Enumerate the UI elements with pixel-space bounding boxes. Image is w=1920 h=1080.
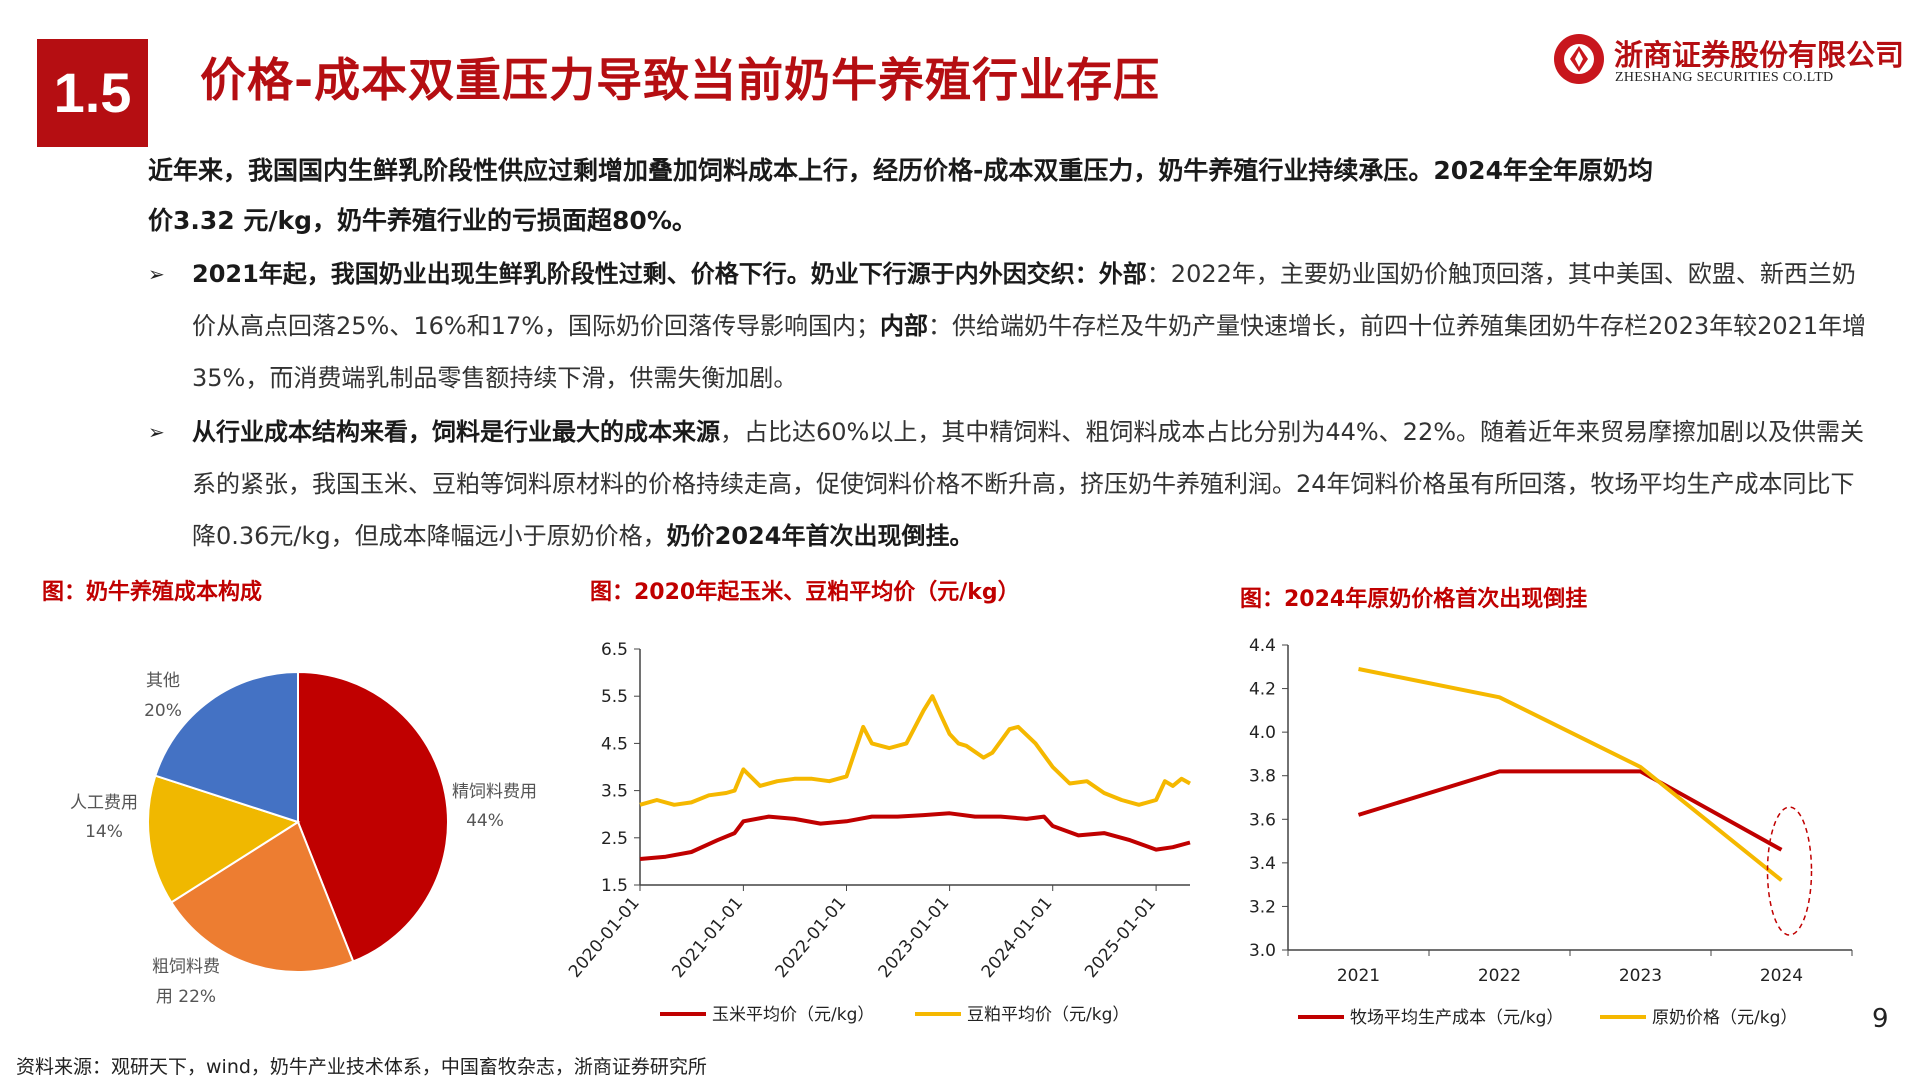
pie-slice bbox=[169, 820, 355, 973]
bullet-text: 从行业成本结构来看，饲料是行业最大的成本来源，占比达60%以上，其中精饲料、粗饲… bbox=[148, 406, 1868, 562]
y-tick-label: 4.2 bbox=[1249, 680, 1276, 700]
pie-slice bbox=[154, 670, 299, 824]
pie-label: 14% bbox=[85, 822, 123, 842]
pie-slice bbox=[297, 670, 449, 963]
pie-label: 44% bbox=[466, 811, 504, 831]
summary-paragraph: 近年来，我国国内生鲜乳阶段性供应过剩增加叠加饲料成本上行，经历价格-成本双重压力… bbox=[148, 146, 1868, 246]
series-line bbox=[639, 811, 1191, 861]
legend-label: 豆粕平均价（元/kg） bbox=[967, 1005, 1129, 1025]
x-tick-label: 2021 bbox=[1337, 966, 1380, 986]
summary-line-2: 价3.32 元/kg，奶牛养殖行业的亏损面超80%。 bbox=[148, 206, 697, 235]
pie-label: 其他 bbox=[146, 671, 180, 691]
bullet-body: ，占比达60%以上，其中精饲料、粗饲料成本占比分别为44%、22%。随着近年来贸… bbox=[192, 418, 1865, 550]
y-tick-label: 4.4 bbox=[1249, 636, 1276, 656]
y-tick-label: 2.5 bbox=[601, 829, 628, 849]
series-line bbox=[639, 694, 1191, 807]
y-tick-label: 3.2 bbox=[1249, 897, 1276, 917]
logo-english-name: ZHESHANG SECURITIES CO.LTD bbox=[1615, 70, 1834, 85]
y-tick-label: 3.6 bbox=[1249, 810, 1276, 830]
summary-line-1: 近年来，我国国内生鲜乳阶段性供应过剩增加叠加饲料成本上行，经历价格-成本双重压力… bbox=[148, 156, 1653, 185]
y-tick-label: 3.8 bbox=[1249, 767, 1276, 787]
page-number: 9 bbox=[1872, 1004, 1889, 1034]
pie-slice bbox=[147, 774, 301, 904]
series-line bbox=[1358, 667, 1783, 882]
x-tick-label: 2024 bbox=[1760, 966, 1803, 986]
logo-icon bbox=[1554, 34, 1604, 84]
y-tick-label: 1.5 bbox=[601, 876, 628, 896]
bullet-point-market: ➢ 2021年起，我国奶业出现生鲜乳阶段性过剩、价格下行。奶业下行源于内外因交织… bbox=[148, 248, 1868, 404]
x-tick-label: 2021-01-01 bbox=[668, 893, 747, 982]
legend-label: 玉米平均价（元/kg） bbox=[712, 1005, 874, 1025]
x-tick-label: 2023 bbox=[1619, 966, 1662, 986]
highlight-ellipse bbox=[1766, 806, 1813, 936]
x-tick-label: 2023-01-01 bbox=[875, 893, 954, 982]
x-tick-label: 2020-01-01 bbox=[565, 893, 644, 982]
bullet-text: 2021年起，我国奶业出现生鲜乳阶段性过剩、价格下行。奶业下行源于内外因交织：外… bbox=[148, 248, 1868, 404]
source-note: 资料来源：观研天下，wind，奶牛产业技术体系，中国畜牧杂志，浙商证券研究所 bbox=[16, 1056, 707, 1078]
logo-chinese-name: 浙商证券股份有限公司 bbox=[1614, 38, 1905, 72]
pie-label: 精饲料费用 bbox=[452, 782, 537, 802]
x-tick-label: 2025-01-01 bbox=[1081, 893, 1160, 982]
bullet-point-cost: ➢ 从行业成本结构来看，饲料是行业最大的成本来源，占比达60%以上，其中精饲料、… bbox=[148, 406, 1868, 562]
x-tick-label: 2024-01-01 bbox=[978, 893, 1057, 982]
y-tick-label: 3.5 bbox=[601, 782, 628, 802]
company-logo: 浙商证券股份有限公司 ZHESHANG SECURITIES CO.LTD bbox=[1552, 30, 1904, 90]
y-tick-label: 4.5 bbox=[601, 734, 628, 754]
legend-label: 原奶价格（元/kg） bbox=[1652, 1008, 1797, 1028]
y-tick-label: 6.5 bbox=[601, 640, 628, 660]
section-number-badge: 1.5 bbox=[37, 39, 148, 147]
y-tick-label: 3.0 bbox=[1249, 941, 1276, 961]
pie-label: 粗饲料费 bbox=[152, 957, 220, 977]
milk-price-inversion-chart: 4.4 4.2 4.0 3.8 3.6 3.4 3.2 3.0 2021 2022 2023 2024… bbox=[1249, 636, 1853, 1028]
legend-label: 牧场平均生产成本（元/kg） bbox=[1350, 1008, 1563, 1028]
y-tick-label: 3.4 bbox=[1249, 854, 1276, 874]
bullet-bold-conclusion: 奶价2024年首次出现倒挂。 bbox=[666, 522, 974, 550]
bullet-bold-lead: 2021年起，我国奶业出现生鲜乳阶段性过剩、价格下行。奶业下行源于内外因交织：外… bbox=[192, 260, 1147, 288]
x-tick-label: 2022-01-01 bbox=[772, 893, 851, 982]
bullet-body-tail: ：供给端奶牛存栏及牛奶产量快速增长，前四十位养殖集团奶牛存栏2023年较2021… bbox=[192, 312, 1867, 392]
y-tick-label: 5.5 bbox=[601, 687, 628, 707]
arrow-bullet-icon: ➢ bbox=[148, 420, 165, 444]
figure-title-feed-prices: 图：2020年起玉米、豆粕平均价（元/kg） bbox=[590, 580, 1020, 605]
bullet-bold-inner: 内部 bbox=[880, 312, 929, 340]
bullet-body: ：2022年，主要奶业国奶价触顶回落，其中美国、欧盟、新西兰奶价从高点回落25%… bbox=[192, 260, 1856, 340]
series-line bbox=[1357, 769, 1783, 852]
page-title: 价格-成本双重压力导致当前奶牛养殖行业存压 bbox=[200, 53, 1161, 107]
pie-label: 用 22% bbox=[156, 987, 216, 1007]
bullet-bold-lead: 从行业成本结构来看，饲料是行业最大的成本来源 bbox=[192, 418, 720, 446]
figure-title-price-inversion: 图：2024年原奶价格首次出现倒挂 bbox=[1240, 587, 1588, 612]
arrow-bullet-icon: ➢ bbox=[148, 262, 165, 286]
figure-title-cost-structure: 图：奶牛养殖成本构成 bbox=[42, 580, 263, 605]
x-tick-label: 2022 bbox=[1478, 966, 1521, 986]
pie-label: 20% bbox=[144, 701, 182, 721]
y-tick-label: 4.0 bbox=[1249, 723, 1276, 743]
pie-label: 人工费用 bbox=[70, 793, 138, 813]
